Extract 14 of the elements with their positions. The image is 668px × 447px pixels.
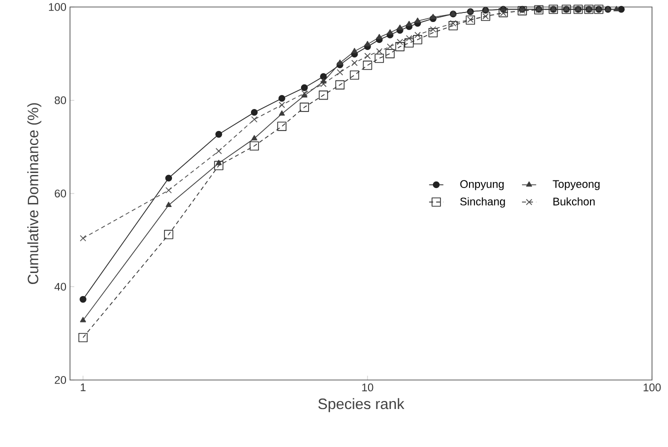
y-tick-label: 80 — [54, 96, 66, 104]
legend-label: Onpyung — [460, 180, 504, 190]
x-tick-label: 10 — [362, 384, 374, 392]
legend-label: Topyeong — [552, 180, 600, 190]
y-tick-label: 40 — [54, 282, 66, 291]
y-tick-label: 100 — [48, 3, 66, 11]
y-tick-label: 60 — [54, 190, 66, 198]
legend-label: Bukchon — [553, 197, 595, 206]
x-tick-label: 100 — [644, 384, 661, 392]
x-tick-label: 1 — [80, 384, 86, 392]
y-axis-title: Cumulative Dominance (%) — [27, 103, 42, 284]
y-tick-label: 20 — [54, 376, 66, 384]
legend-label: Sinchang — [460, 197, 505, 208]
x-axis-title: Species rank — [318, 398, 404, 412]
